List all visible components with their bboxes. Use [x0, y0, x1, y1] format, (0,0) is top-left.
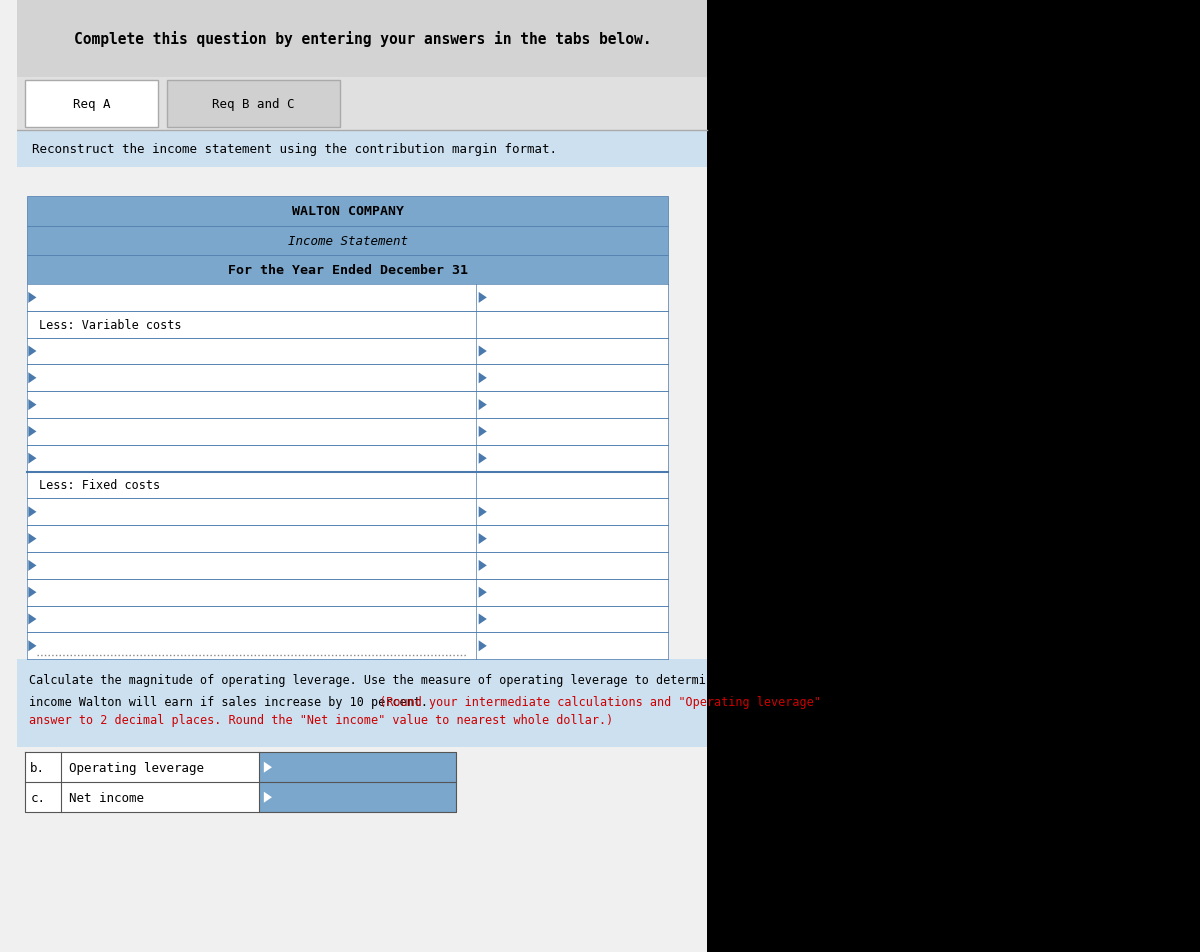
- Polygon shape: [29, 506, 36, 518]
- Bar: [28, 365, 668, 392]
- Bar: [28, 419, 668, 446]
- Text: income Walton will earn if sales increase by 10 percent.: income Walton will earn if sales increas…: [29, 695, 428, 708]
- Bar: [28, 227, 668, 256]
- Bar: [28, 197, 668, 227]
- Polygon shape: [479, 641, 487, 651]
- Polygon shape: [264, 762, 272, 773]
- Bar: [167, 81, 340, 128]
- Text: Calculate the magnitude of operating leverage. Use the measure of operating leve: Calculate the magnitude of operating lev…: [29, 673, 848, 686]
- Polygon shape: [29, 614, 36, 625]
- Bar: [28, 606, 668, 633]
- Polygon shape: [479, 373, 487, 384]
- Bar: [707, 0, 1200, 952]
- Polygon shape: [479, 292, 487, 304]
- Bar: [18, 130, 707, 168]
- Polygon shape: [29, 561, 36, 571]
- Polygon shape: [29, 426, 36, 437]
- Bar: [28, 526, 668, 552]
- Bar: [28, 552, 668, 579]
- Polygon shape: [29, 641, 36, 651]
- Bar: [18, 78, 707, 130]
- Polygon shape: [479, 614, 487, 625]
- Bar: [25, 81, 158, 128]
- Text: Reconstruct the income statement using the contribution margin format.: Reconstruct the income statement using t…: [32, 143, 557, 156]
- Bar: [259, 752, 456, 812]
- Text: Less: Fixed costs: Less: Fixed costs: [40, 479, 161, 492]
- Text: Net income: Net income: [68, 791, 144, 803]
- Polygon shape: [29, 373, 36, 384]
- Polygon shape: [264, 792, 272, 803]
- Polygon shape: [29, 587, 36, 598]
- Polygon shape: [29, 533, 36, 545]
- Bar: [28, 633, 668, 660]
- Text: (Round your intermediate calculations and "Operating leverage": (Round your intermediate calculations an…: [372, 695, 821, 708]
- Bar: [28, 499, 668, 526]
- Text: answer to 2 decimal places. Round the "Net income" value to nearest whole dollar: answer to 2 decimal places. Round the "N…: [29, 713, 613, 726]
- Text: Req B and C: Req B and C: [212, 98, 295, 110]
- Text: Less: Variable costs: Less: Variable costs: [40, 318, 181, 331]
- Polygon shape: [479, 347, 487, 357]
- Polygon shape: [29, 453, 36, 465]
- Bar: [28, 579, 668, 606]
- Bar: [28, 392, 668, 419]
- Bar: [28, 285, 668, 311]
- Text: Complete this question by entering your answers in the tabs below.: Complete this question by entering your …: [73, 31, 652, 47]
- Text: Req A: Req A: [73, 98, 110, 110]
- Bar: [28, 472, 668, 499]
- Bar: [28, 256, 668, 285]
- Polygon shape: [29, 292, 36, 304]
- Bar: [28, 311, 668, 338]
- Polygon shape: [479, 453, 487, 465]
- Bar: [28, 338, 668, 365]
- Bar: [18, 0, 707, 78]
- Bar: [28, 446, 668, 472]
- Polygon shape: [479, 400, 487, 410]
- Polygon shape: [479, 587, 487, 598]
- Bar: [25, 752, 456, 812]
- Text: WALTON COMPANY: WALTON COMPANY: [292, 206, 403, 218]
- Polygon shape: [479, 426, 487, 437]
- Text: c.: c.: [30, 791, 46, 803]
- Polygon shape: [479, 506, 487, 518]
- Polygon shape: [479, 561, 487, 571]
- Polygon shape: [29, 400, 36, 410]
- Text: Operating leverage: Operating leverage: [68, 761, 204, 774]
- Bar: [18, 660, 707, 747]
- Text: b.: b.: [30, 761, 46, 774]
- Text: Income Statement: Income Statement: [288, 235, 408, 248]
- Polygon shape: [29, 347, 36, 357]
- Polygon shape: [479, 533, 487, 545]
- Text: For the Year Ended December 31: For the Year Ended December 31: [228, 264, 468, 277]
